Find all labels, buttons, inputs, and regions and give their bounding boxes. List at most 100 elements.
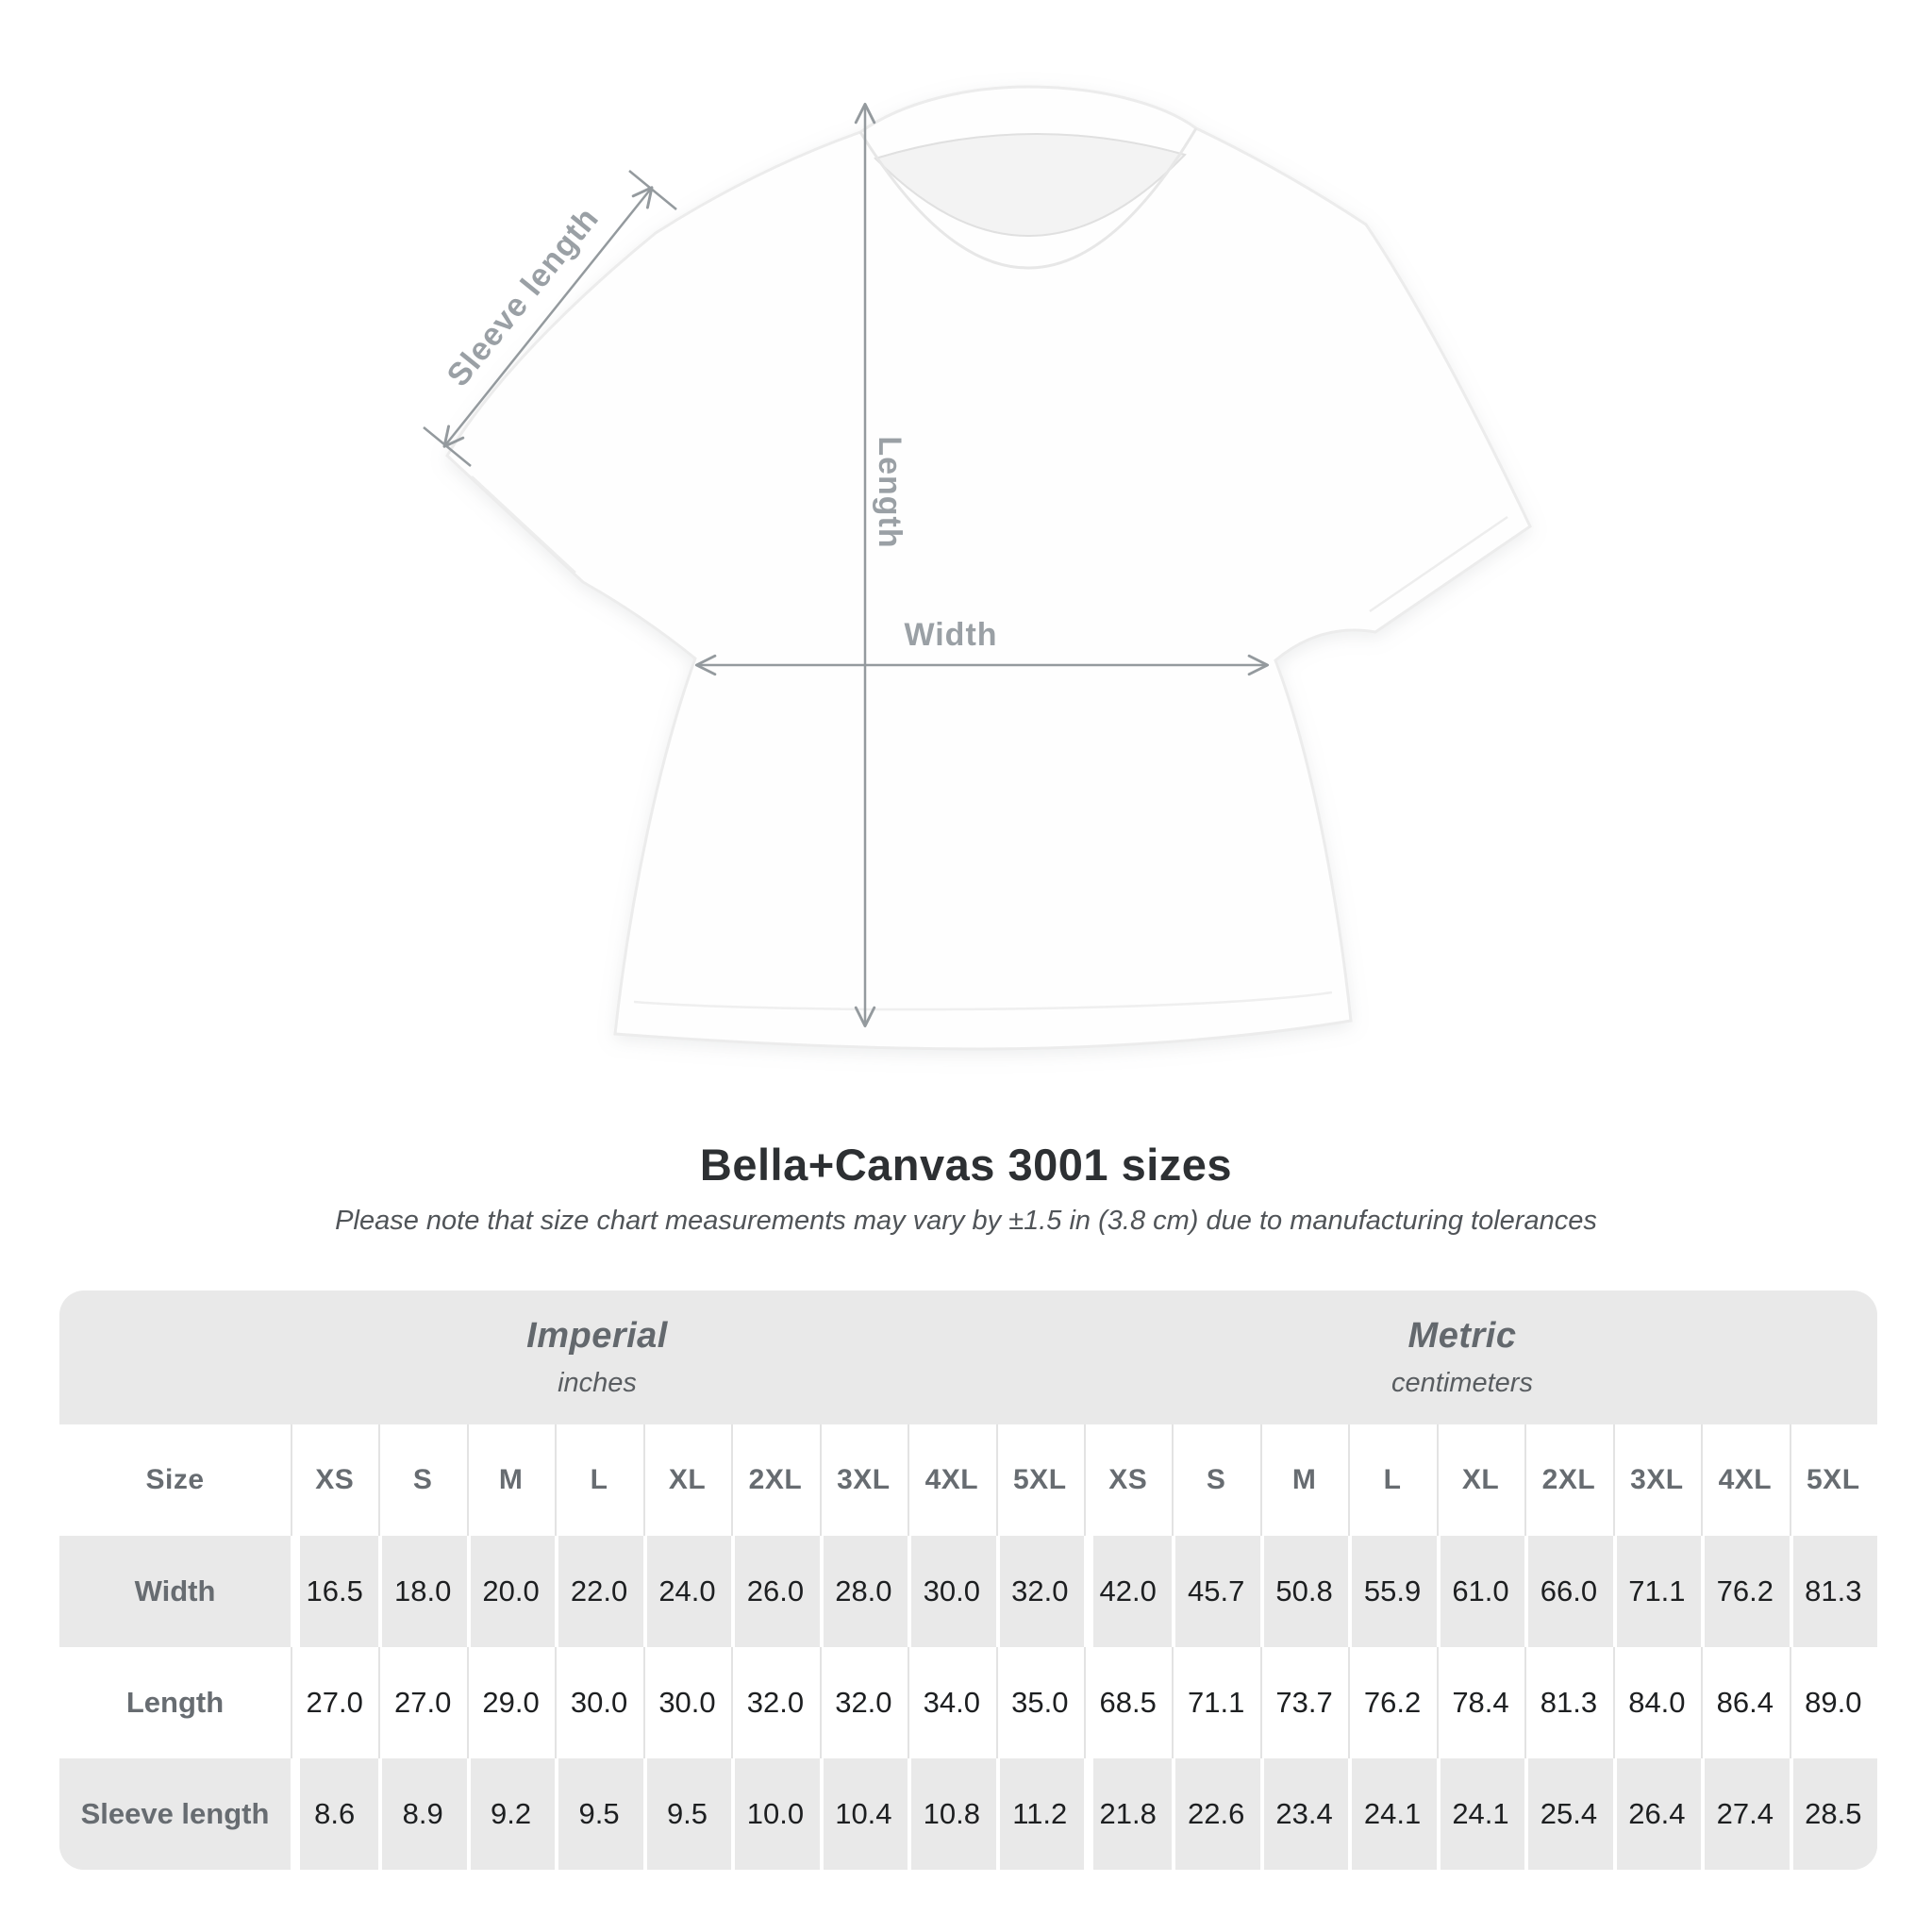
table-cell: 76.2: [1348, 1647, 1436, 1758]
table-cell: 10.8: [908, 1758, 995, 1870]
size-column-header: S: [378, 1424, 466, 1536]
table-cell: 26.0: [731, 1536, 819, 1647]
table-row: Width 16.5 18.0 20.0 22.0 24.0 26.0 28.0 30.0 32.…: [59, 1536, 1877, 1647]
table-cell: 22.6: [1172, 1758, 1259, 1870]
table-cell: 73.7: [1260, 1647, 1348, 1758]
table-cell: 27.0: [378, 1647, 466, 1758]
table-cell: 24.0: [643, 1536, 731, 1647]
table-cell: 42.0: [1084, 1536, 1172, 1647]
table-cell: 30.0: [643, 1647, 731, 1758]
size-table: Imperial inches Metric centimeters Size X…: [59, 1291, 1877, 1870]
table-cell: 8.6: [291, 1758, 378, 1870]
size-column-header: 2XL: [1524, 1424, 1612, 1536]
table-cell: 78.4: [1437, 1647, 1524, 1758]
metric-label: Metric: [1407, 1316, 1517, 1356]
sleeve-arrow-tick-top: [628, 170, 677, 210]
unit-group-headers: Imperial inches Metric centimeters: [59, 1291, 1877, 1424]
table-cell: 61.0: [1437, 1536, 1524, 1647]
tshirt-illustration: [445, 85, 1532, 1051]
table-cell: 81.3: [1790, 1536, 1877, 1647]
size-table-rows: Size XS S M L XL 2XL 3XL 4XL 5XL XS S M L XL 2XL 3XL 4XL 5…: [59, 1424, 1877, 1870]
table-cell: 10.0: [731, 1758, 819, 1870]
size-header-row: Size XS S M L XL 2XL 3XL 4XL 5XL XS S M L XL 2XL 3XL 4XL 5…: [59, 1424, 1877, 1536]
table-cell: 27.4: [1701, 1758, 1789, 1870]
imperial-unit-label: inches: [558, 1368, 637, 1398]
size-column-header: S: [1172, 1424, 1259, 1536]
table-cell: 9.5: [643, 1758, 731, 1870]
table-cell: 30.0: [555, 1647, 642, 1758]
table-cell: 81.3: [1524, 1647, 1612, 1758]
size-column-header: XS: [291, 1424, 378, 1536]
table-cell: 76.2: [1701, 1536, 1789, 1647]
table-cell: 22.0: [555, 1536, 642, 1647]
metric-unit-label: centimeters: [1391, 1368, 1533, 1398]
size-column-header: 3XL: [1613, 1424, 1701, 1536]
imperial-label: Imperial: [526, 1316, 668, 1356]
table-cell: 66.0: [1524, 1536, 1612, 1647]
row-label: Length: [125, 1686, 225, 1719]
row-label: Width: [134, 1574, 216, 1607]
size-column-header: 5XL: [996, 1424, 1084, 1536]
table-row: Sleeve length 8.6 8.9 9.2 9.5 9.5 10.0 10.4 10.8…: [59, 1758, 1877, 1870]
size-column-header: XS: [1084, 1424, 1172, 1536]
sleeve-arrow-tick-bottom: [423, 426, 472, 467]
table-cell: 27.0: [291, 1647, 378, 1758]
size-column-header: L: [555, 1424, 642, 1536]
size-column-header: L: [1348, 1424, 1436, 1536]
table-cell: 30.0: [908, 1536, 995, 1647]
size-column-header: 3XL: [820, 1424, 908, 1536]
row-label: Sleeve length: [80, 1797, 270, 1830]
table-cell: 28.0: [820, 1536, 908, 1647]
tshirt-diagram: Length Width Sleeve length: [423, 85, 1532, 1051]
table-cell: 68.5: [1084, 1647, 1172, 1758]
table-cell: 32.0: [731, 1647, 819, 1758]
collar-opening: [874, 132, 1187, 237]
table-cell: 32.0: [996, 1536, 1084, 1647]
table-cell: 45.7: [1172, 1536, 1259, 1647]
table-cell: 29.0: [467, 1647, 555, 1758]
table-cell: 25.4: [1524, 1758, 1612, 1870]
table-cell: 84.0: [1613, 1647, 1701, 1758]
table-cell: 35.0: [996, 1647, 1084, 1758]
table-cell: 9.2: [467, 1758, 555, 1870]
table-cell: 71.1: [1172, 1647, 1259, 1758]
page-title: Bella+Canvas 3001 sizes: [699, 1140, 1233, 1190]
table-cell: 26.4: [1613, 1758, 1701, 1870]
size-column-header: M: [1260, 1424, 1348, 1536]
hem-stitch: [633, 991, 1333, 1011]
table-cell: 28.5: [1790, 1758, 1877, 1870]
width-label: Width: [904, 617, 997, 653]
size-column-header: M: [467, 1424, 555, 1536]
tolerance-note: Please note that size chart measurements…: [335, 1206, 1597, 1236]
row-label: Size: [145, 1464, 205, 1495]
table-row: Length 27.0 27.0 29.0 30.0 30.0 32.0 32.0 34.0 35…: [59, 1647, 1877, 1758]
size-column-header: 4XL: [908, 1424, 995, 1536]
right-cuff-fold: [1369, 515, 1508, 613]
table-cell: 32.0: [820, 1647, 908, 1758]
table-cell: 34.0: [908, 1647, 995, 1758]
table-cell: 21.8: [1084, 1758, 1172, 1870]
table-cell: 50.8: [1260, 1536, 1348, 1647]
table-cell: 18.0: [378, 1536, 466, 1647]
size-column-header: XL: [1437, 1424, 1524, 1536]
length-label: Length: [872, 436, 908, 548]
table-cell: 8.9: [378, 1758, 466, 1870]
table-cell: 10.4: [820, 1758, 908, 1870]
table-cell: 89.0: [1790, 1647, 1877, 1758]
table-cell: 11.2: [996, 1758, 1084, 1870]
size-column-header: XL: [643, 1424, 731, 1536]
tshirt-body: [445, 85, 1532, 1051]
table-cell: 71.1: [1613, 1536, 1701, 1647]
table-cell: 24.1: [1348, 1758, 1436, 1870]
left-cuff-fold: [471, 475, 576, 574]
size-column-header: 5XL: [1790, 1424, 1877, 1536]
table-cell: 23.4: [1260, 1758, 1348, 1870]
table-cell: 9.5: [555, 1758, 642, 1870]
table-cell: 24.1: [1437, 1758, 1524, 1870]
size-column-header: 4XL: [1701, 1424, 1789, 1536]
sleeve-length-arrow: [423, 170, 677, 467]
table-cell: 20.0: [467, 1536, 555, 1647]
collar-outer-rim: [858, 127, 1198, 270]
table-cell: 55.9: [1348, 1536, 1436, 1647]
